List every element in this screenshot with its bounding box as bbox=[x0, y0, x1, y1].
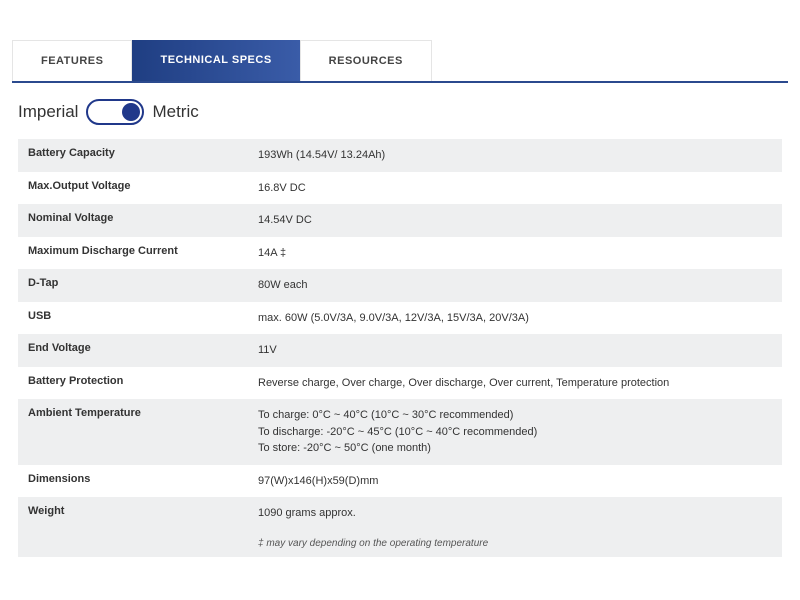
tab-resources[interactable]: RESOURCES bbox=[300, 40, 432, 81]
spec-row: Nominal Voltage14.54V DC bbox=[18, 204, 782, 237]
spec-table: Battery Capacity193Wh (14.54V/ 13.24Ah)M… bbox=[18, 139, 782, 530]
unit-toggle-row: Imperial Metric bbox=[18, 99, 782, 125]
spec-row: Ambient TemperatureTo charge: 0°C ~ 40°C… bbox=[18, 399, 782, 465]
spec-value: 14.54V DC bbox=[258, 212, 772, 229]
spec-value: 193Wh (14.54V/ 13.24Ah) bbox=[258, 147, 772, 164]
spec-label: Nominal Voltage bbox=[28, 212, 258, 229]
spec-value: max. 60W (5.0V/3A, 9.0V/3A, 12V/3A, 15V/… bbox=[258, 310, 772, 327]
spec-row: USB max. 60W (5.0V/3A, 9.0V/3A, 12V/3A, … bbox=[18, 302, 782, 335]
spec-label: Max.Output Voltage bbox=[28, 180, 258, 197]
toggle-knob bbox=[122, 103, 140, 121]
spec-label: Dimensions bbox=[28, 473, 258, 490]
spec-label: D-Tap bbox=[28, 277, 258, 294]
spec-label: Battery Capacity bbox=[28, 147, 258, 164]
spec-label: Battery Protection bbox=[28, 375, 258, 392]
toggle-label-metric: Metric bbox=[152, 102, 198, 122]
spec-label: Weight bbox=[28, 505, 258, 522]
spec-label: USB bbox=[28, 310, 258, 327]
spec-value: Reverse charge, Over charge, Over discha… bbox=[258, 375, 772, 392]
spec-row: Maximum Discharge Current14A ‡ bbox=[18, 237, 782, 270]
spec-row: Weight1090 grams approx. bbox=[18, 497, 782, 530]
footnote: ‡ may vary depending on the operating te… bbox=[18, 530, 782, 557]
tab-technical-specs[interactable]: TECHNICAL SPECS bbox=[132, 40, 299, 81]
spec-value: 16.8V DC bbox=[258, 180, 772, 197]
tabs-bar: FEATURES TECHNICAL SPECS RESOURCES bbox=[12, 40, 788, 83]
spec-row: Max.Output Voltage16.8V DC bbox=[18, 172, 782, 205]
spec-value: To charge: 0°C ~ 40°C (10°C ~ 30°C recom… bbox=[258, 407, 772, 457]
spec-value: 97(W)x146(H)x59(D)mm bbox=[258, 473, 772, 490]
spec-label: End Voltage bbox=[28, 342, 258, 359]
spec-row: Dimensions97(W)x146(H)x59(D)mm bbox=[18, 465, 782, 498]
spec-value: 11V bbox=[258, 342, 772, 359]
specs-panel: Imperial Metric Battery Capacity193Wh (1… bbox=[12, 83, 788, 557]
spec-label: Ambient Temperature bbox=[28, 407, 258, 457]
spec-value: 14A ‡ bbox=[258, 245, 772, 262]
spec-row: Battery ProtectionReverse charge, Over c… bbox=[18, 367, 782, 400]
tab-features[interactable]: FEATURES bbox=[12, 40, 132, 81]
spec-row: End Voltage11V bbox=[18, 334, 782, 367]
spec-row: D-Tap80W each bbox=[18, 269, 782, 302]
toggle-label-imperial: Imperial bbox=[18, 102, 78, 122]
spec-value: 80W each bbox=[258, 277, 772, 294]
unit-toggle[interactable] bbox=[86, 99, 144, 125]
spec-label: Maximum Discharge Current bbox=[28, 245, 258, 262]
spec-row: Battery Capacity193Wh (14.54V/ 13.24Ah) bbox=[18, 139, 782, 172]
spec-value: 1090 grams approx. bbox=[258, 505, 772, 522]
